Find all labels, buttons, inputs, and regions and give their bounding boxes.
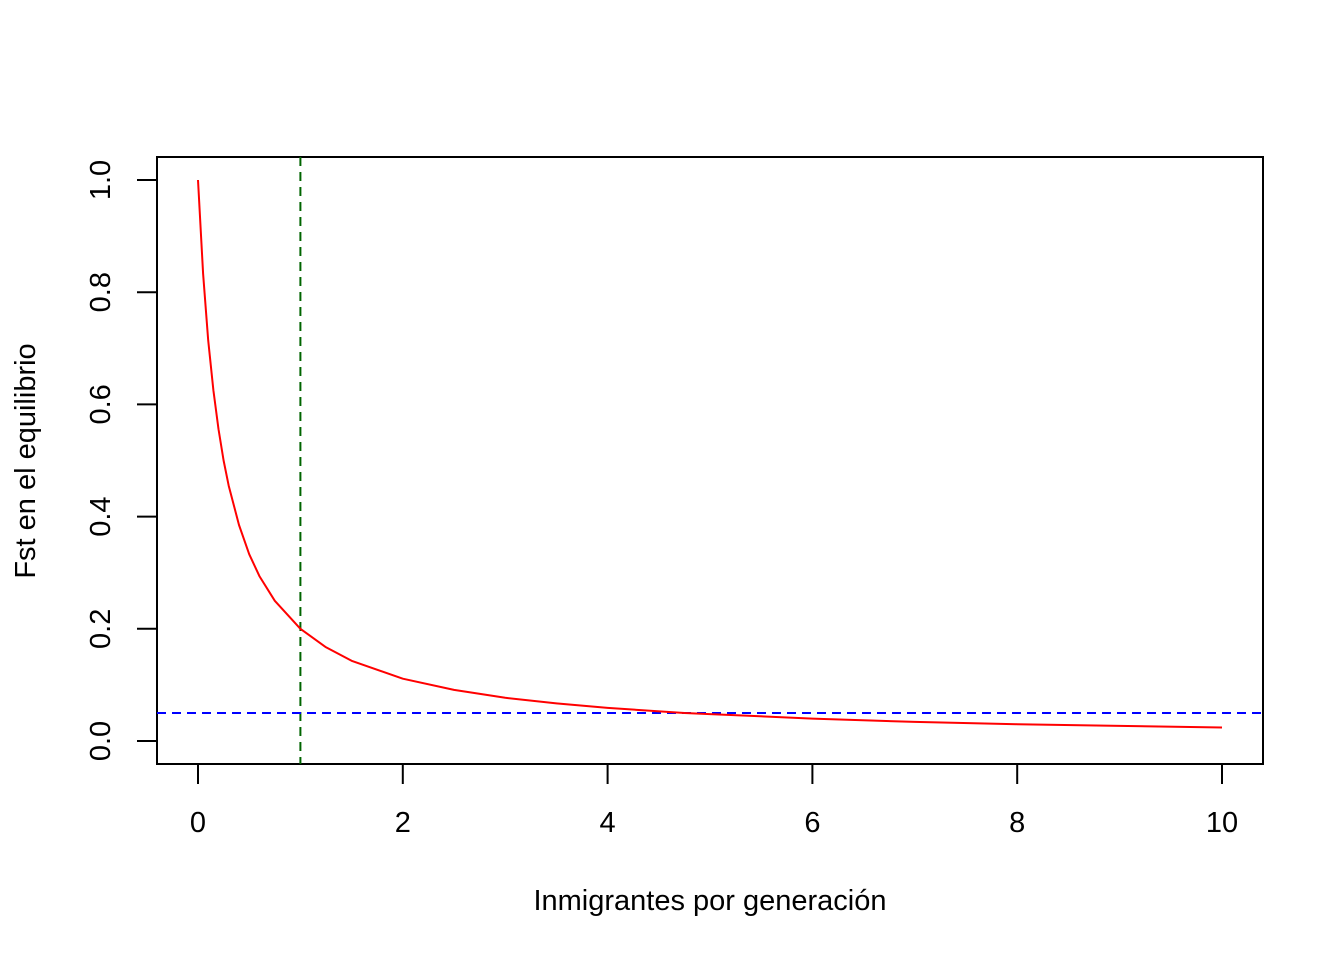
x-tick-label: 6 xyxy=(804,807,820,839)
x-tick-label: 2 xyxy=(395,807,411,839)
reference-lines xyxy=(157,157,1263,764)
x-axis: 0 2 4 6 8 10 xyxy=(190,763,1238,839)
x-tick-label: 4 xyxy=(600,807,616,839)
x-tick-label: 8 xyxy=(1009,807,1025,839)
y-tick-label: 0.8 xyxy=(85,272,117,312)
y-tick-label: 1.0 xyxy=(85,160,117,200)
y-tick-label: 0.0 xyxy=(85,721,117,761)
y-tick-label: 0.2 xyxy=(85,609,117,649)
x-tick-label: 0 xyxy=(190,807,206,839)
y-axis-title: Fst en el equilibrio xyxy=(10,343,42,578)
y-axis: 0.0 0.2 0.4 0.6 0.8 1.0 xyxy=(85,160,158,761)
y-tick-label: 0.6 xyxy=(85,384,117,424)
y-tick-label: 0.4 xyxy=(85,496,117,536)
x-tick-label: 10 xyxy=(1206,807,1238,839)
data-series xyxy=(197,179,1223,729)
x-axis-title: Inmigrantes por generación xyxy=(533,885,886,917)
plot-frame xyxy=(156,156,1264,765)
series-line xyxy=(197,179,1223,729)
